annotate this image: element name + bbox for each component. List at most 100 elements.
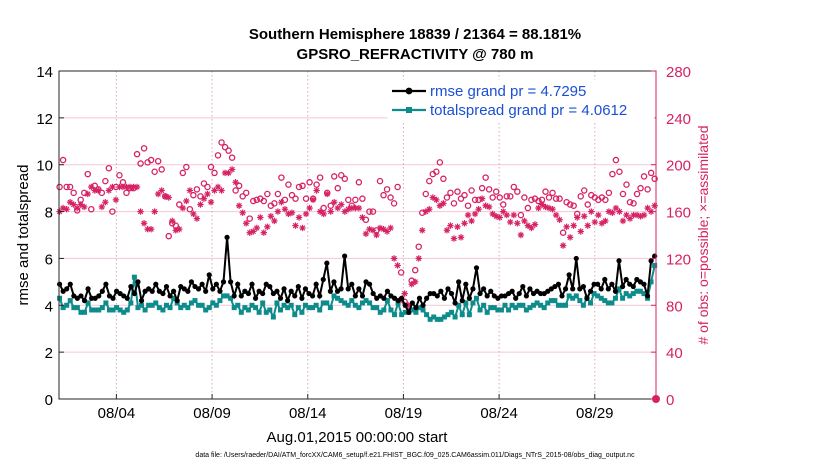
asterisk-stroke bbox=[479, 195, 485, 202]
obs-possible-marker bbox=[204, 183, 211, 191]
spread-point bbox=[577, 298, 583, 304]
asterisk-stroke bbox=[500, 208, 506, 215]
rmse-point bbox=[516, 290, 522, 297]
spread-point bbox=[652, 262, 658, 268]
rmse-point bbox=[267, 283, 273, 290]
obs-assimilated-marker bbox=[176, 225, 183, 233]
obs-assimilated-marker bbox=[485, 203, 493, 211]
obs-assimilated-marker bbox=[193, 215, 201, 222]
legend-label-spread: totalspread grand pr = 4.0612 bbox=[430, 102, 627, 119]
spread-point bbox=[313, 302, 319, 308]
obs-possible-marker bbox=[577, 193, 584, 200]
rmse-point bbox=[509, 288, 515, 294]
spread-point bbox=[381, 307, 387, 313]
y-tick-label: 0 bbox=[45, 392, 53, 409]
spread-point bbox=[89, 307, 95, 313]
obs-possible-marker bbox=[218, 139, 225, 146]
spread-point bbox=[149, 302, 155, 308]
spread-point bbox=[135, 305, 141, 311]
obs-possible-marker bbox=[355, 179, 363, 186]
obs-assimilated-marker bbox=[383, 228, 391, 235]
spread-point bbox=[466, 312, 472, 318]
obs-assimilated-marker bbox=[419, 227, 426, 234]
spread-point bbox=[274, 300, 280, 306]
rmse-point bbox=[441, 295, 448, 301]
obs-possible-marker bbox=[123, 189, 130, 197]
rmse-point bbox=[349, 281, 355, 287]
spread-point bbox=[324, 300, 330, 306]
obs-possible-marker bbox=[468, 187, 475, 194]
obs-possible-marker bbox=[345, 196, 352, 204]
obs-possible-marker bbox=[88, 205, 95, 213]
asterisk-stroke bbox=[482, 203, 489, 209]
y-tick-label: 2 bbox=[45, 345, 53, 362]
spread-point bbox=[623, 291, 629, 297]
rmse-point bbox=[171, 288, 177, 294]
asterisk-stroke bbox=[292, 222, 299, 229]
spread-point bbox=[384, 298, 390, 304]
asterisk-stroke bbox=[271, 218, 278, 224]
obs-possible-marker bbox=[316, 174, 324, 181]
obs-assimilated-marker bbox=[257, 214, 264, 221]
rmse-point bbox=[285, 298, 291, 304]
obs-assimilated-marker bbox=[475, 206, 482, 213]
obs-assimilated-marker bbox=[66, 199, 74, 206]
asterisk-stroke bbox=[504, 212, 510, 218]
rmse-point bbox=[470, 286, 476, 292]
asterisk-stroke bbox=[363, 231, 369, 237]
spread-point bbox=[249, 302, 255, 308]
obs-assimilated-marker bbox=[595, 211, 602, 219]
obs-possible-marker bbox=[397, 269, 405, 276]
obs-possible-marker bbox=[619, 190, 627, 198]
spread-point bbox=[245, 307, 251, 313]
spread-point bbox=[456, 302, 462, 308]
obs-assimilated-marker bbox=[623, 211, 630, 219]
obs-possible-marker bbox=[140, 145, 148, 152]
obs-assimilated-marker bbox=[313, 187, 320, 194]
obs-possible-marker bbox=[612, 156, 620, 164]
asterisk-stroke bbox=[275, 208, 281, 215]
asterisk-stroke bbox=[391, 255, 397, 262]
spread-point bbox=[449, 309, 455, 315]
spread-point bbox=[609, 300, 615, 306]
obs-possible-marker bbox=[281, 196, 289, 204]
asterisk-stroke bbox=[620, 218, 626, 224]
spread-point bbox=[178, 305, 184, 311]
obs-possible-marker bbox=[464, 202, 472, 209]
rmse-point bbox=[320, 276, 326, 283]
spread-point bbox=[388, 307, 394, 313]
asterisk-stroke bbox=[444, 227, 450, 234]
rmse-point bbox=[203, 288, 209, 294]
obs-assimilated-marker bbox=[616, 208, 623, 215]
rmse-point bbox=[299, 295, 305, 301]
obs-assimilated-marker bbox=[327, 208, 334, 215]
asterisk-stroke bbox=[239, 210, 246, 216]
spread-point bbox=[424, 312, 430, 318]
obs-assimilated-marker bbox=[228, 166, 236, 173]
rmse-point bbox=[149, 288, 155, 294]
obs-assimilated-marker bbox=[190, 210, 197, 218]
rmse-point bbox=[356, 286, 362, 292]
rmse-point bbox=[110, 295, 116, 301]
obs-assimilated-marker bbox=[151, 208, 158, 215]
rmse-point bbox=[402, 302, 408, 308]
obs-assimilated-marker bbox=[588, 208, 595, 215]
asterisk-stroke bbox=[433, 197, 440, 203]
obs-possible-marker bbox=[489, 194, 496, 201]
asterisk-stroke bbox=[60, 205, 66, 211]
asterisk-stroke bbox=[623, 212, 630, 218]
rmse-point bbox=[520, 283, 526, 290]
rmse-point bbox=[238, 293, 244, 299]
spread-point bbox=[570, 295, 576, 301]
obs-possible-marker bbox=[359, 195, 366, 202]
spread-point bbox=[498, 307, 504, 313]
rmse-point bbox=[619, 283, 626, 290]
spread-point bbox=[399, 312, 405, 318]
obs-possible-marker bbox=[482, 174, 489, 181]
obs-assimilated-marker bbox=[609, 209, 616, 216]
asterisk-stroke bbox=[366, 226, 373, 232]
obs-assimilated-marker bbox=[232, 179, 239, 186]
rmse-point bbox=[498, 293, 505, 299]
spread-point bbox=[124, 307, 130, 313]
rmse-point bbox=[366, 281, 373, 287]
